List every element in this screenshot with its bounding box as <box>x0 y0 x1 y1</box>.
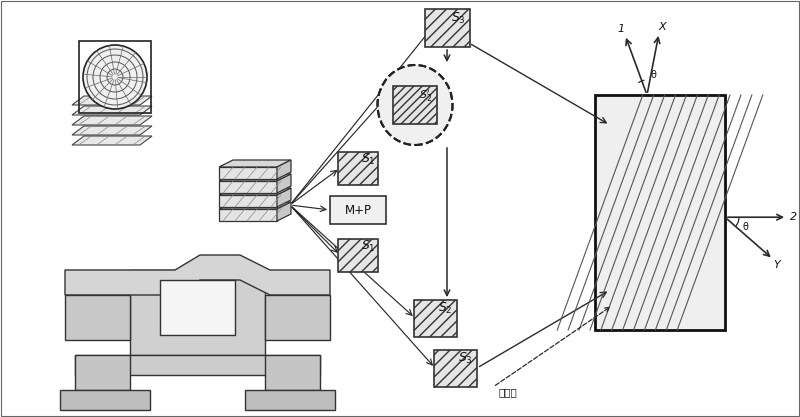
Bar <box>338 151 378 184</box>
Polygon shape <box>277 160 291 179</box>
Bar <box>75 355 320 375</box>
Text: 微纤维: 微纤维 <box>498 387 518 397</box>
Bar <box>79 41 151 113</box>
Polygon shape <box>72 116 152 125</box>
Bar <box>160 280 235 335</box>
Polygon shape <box>219 202 291 209</box>
Bar <box>393 86 437 124</box>
Text: X: X <box>658 22 666 32</box>
Bar <box>60 390 150 410</box>
Bar <box>434 349 477 387</box>
Text: 1: 1 <box>618 24 625 34</box>
Text: 2: 2 <box>790 212 798 222</box>
Circle shape <box>83 45 147 109</box>
Bar <box>330 196 386 224</box>
Polygon shape <box>219 195 277 207</box>
Polygon shape <box>219 167 277 179</box>
Polygon shape <box>265 355 320 390</box>
Polygon shape <box>72 126 152 135</box>
Text: $S_1$: $S_1$ <box>361 239 375 254</box>
Polygon shape <box>219 160 291 167</box>
Bar <box>425 9 470 47</box>
Polygon shape <box>219 188 291 195</box>
Polygon shape <box>219 209 277 221</box>
Polygon shape <box>219 174 291 181</box>
Text: θ: θ <box>742 222 748 232</box>
Polygon shape <box>277 202 291 221</box>
Text: Y: Y <box>774 260 780 270</box>
Polygon shape <box>265 295 330 340</box>
Polygon shape <box>277 174 291 193</box>
Text: θ: θ <box>650 70 656 80</box>
Bar <box>414 299 457 337</box>
Ellipse shape <box>378 65 453 145</box>
Polygon shape <box>65 255 330 295</box>
Text: $S_2$: $S_2$ <box>438 301 453 317</box>
Bar <box>245 390 335 410</box>
Text: $S_3$: $S_3$ <box>458 351 473 366</box>
Text: M+P: M+P <box>345 203 371 216</box>
Text: $S_2^{\prime}$: $S_2^{\prime}$ <box>419 88 433 103</box>
Polygon shape <box>277 188 291 207</box>
Polygon shape <box>219 181 277 193</box>
Text: $S_3$: $S_3$ <box>451 11 466 26</box>
Polygon shape <box>65 295 130 340</box>
Bar <box>595 95 725 330</box>
Polygon shape <box>72 96 152 105</box>
Bar <box>338 239 378 271</box>
Polygon shape <box>72 106 152 115</box>
Text: $S_1$: $S_1$ <box>361 152 375 167</box>
Polygon shape <box>72 136 152 145</box>
Polygon shape <box>130 270 265 355</box>
Bar <box>595 95 725 330</box>
Polygon shape <box>75 355 130 390</box>
